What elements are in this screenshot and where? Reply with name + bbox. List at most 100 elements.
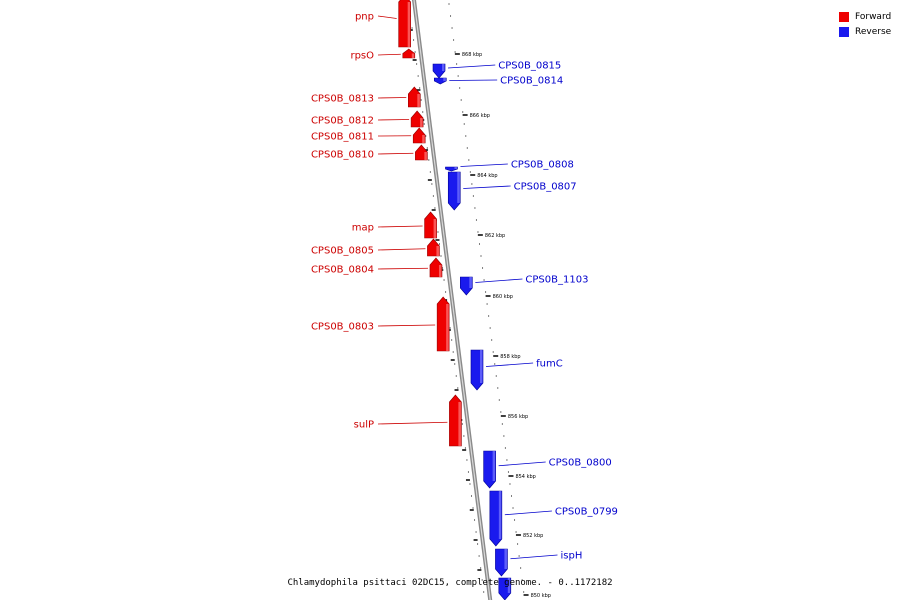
forward-gene[interactable]	[410, 110, 424, 128]
gene-label[interactable]: CPS0B_0808	[511, 160, 574, 171]
label-leader	[504, 510, 552, 516]
gene-label[interactable]: CPS0B_0815	[498, 61, 561, 72]
forward-gene[interactable]	[408, 86, 421, 108]
reverse-gene[interactable]	[495, 548, 508, 577]
gene-label[interactable]: CPS0B_0800	[549, 458, 612, 469]
kbp-label: 852 kbp	[523, 533, 543, 539]
forward-gene[interactable]	[415, 144, 428, 161]
kbp-label: 868 kbp	[462, 52, 482, 58]
label-leader	[498, 461, 546, 467]
kbp-label: 862 kbp	[485, 233, 505, 239]
forward-gene[interactable]	[429, 257, 443, 278]
kbp-label: 860 kbp	[493, 294, 513, 300]
reverse-gene[interactable]	[483, 450, 496, 489]
gene-shading	[411, 53, 415, 58]
gene-label[interactable]: ispH	[560, 551, 582, 562]
label-leader	[377, 152, 414, 155]
legend-forward: Forward	[839, 9, 891, 24]
gene-label[interactable]: CPS0B_0813	[311, 94, 374, 105]
reverse-gene[interactable]	[433, 77, 447, 85]
reverse-gene[interactable]	[498, 577, 512, 600]
gene-shading	[492, 451, 496, 481]
gene-label[interactable]: CPS0B_0804	[311, 265, 374, 276]
gene-shading	[479, 350, 483, 383]
gene-label[interactable]: CPS0B_0805	[311, 246, 374, 257]
label-leader	[475, 278, 523, 283]
reverse-gene[interactable]	[470, 349, 484, 391]
gene-shading	[436, 246, 439, 256]
reverse-gene[interactable]	[432, 63, 446, 79]
forward-gene[interactable]	[412, 127, 426, 144]
gene-label[interactable]: map	[352, 223, 374, 234]
label-leader	[377, 15, 397, 19]
label-leader	[460, 163, 508, 167]
label-leader	[377, 119, 410, 121]
gene-shading	[424, 152, 427, 160]
gene-shading	[446, 304, 449, 351]
gene-shading	[422, 135, 425, 143]
label-leader	[463, 185, 511, 189]
reverse-gene[interactable]	[447, 171, 461, 211]
gene-features	[398, 0, 512, 600]
genome-caption: Chlamydophila psittaci 02DC15, complete …	[287, 578, 613, 588]
forward-gene[interactable]	[398, 0, 411, 48]
kbp-label: 856 kbp	[508, 414, 528, 420]
legend: Forward Reverse	[839, 9, 891, 39]
legend-forward-label: Forward	[855, 11, 892, 22]
kbp-label: 866 kbp	[470, 113, 490, 119]
label-leader	[377, 421, 448, 425]
gene-label[interactable]: sulP	[354, 420, 374, 431]
gene-label[interactable]: CPS0B_0810	[311, 150, 374, 161]
label-leader	[377, 53, 401, 56]
kbp-label: 854 kbp	[515, 474, 535, 480]
forward-swatch	[839, 11, 849, 22]
gene-shading	[420, 118, 423, 127]
reverse-gene[interactable]	[445, 166, 458, 172]
gene-shading	[507, 578, 511, 593]
gene-shading	[407, 2, 411, 47]
gene-shading	[457, 172, 460, 203]
gene-shading	[498, 491, 502, 539]
gene-labels: pnp rpsO CPS0B_0813 CPS0B_0812 CPS0B_0811 CPS…	[311, 12, 618, 562]
forward-gene[interactable]	[424, 211, 437, 239]
legend-reverse: Reverse	[839, 24, 891, 39]
forward-gene[interactable]	[436, 296, 450, 352]
gene-shading	[433, 219, 437, 238]
gene-label[interactable]: CPS0B_0799	[555, 507, 618, 518]
label-leader	[485, 362, 534, 367]
label-leader	[377, 267, 428, 270]
label-leader	[377, 248, 426, 251]
kbp-label: 858 kbp	[500, 354, 520, 360]
kbp-label: 864 kbp	[477, 173, 497, 179]
gene-shading	[458, 402, 461, 446]
gene-shading	[417, 94, 420, 107]
gene-label[interactable]: CPS0B_0803	[311, 322, 374, 333]
label-leader	[377, 225, 423, 228]
gene-label[interactable]: CPS0B_0814	[500, 76, 563, 87]
legend-reverse-label: Reverse	[855, 26, 892, 37]
kbp-label: 850 kbp	[531, 593, 551, 599]
genome-axis	[411, 0, 493, 600]
gene-label[interactable]: CPS0B_0811	[311, 132, 374, 143]
reverse-gene[interactable]	[489, 490, 503, 547]
axis-line-highlight	[413, 0, 491, 600]
gene-label[interactable]: CPS0B_0812	[311, 116, 374, 127]
gene-label[interactable]: pnp	[355, 12, 374, 23]
label-leader	[377, 97, 407, 99]
gene-label[interactable]: CPS0B_0807	[514, 182, 577, 193]
label-leader	[449, 79, 498, 81]
forward-gene[interactable]	[449, 394, 462, 447]
gene-label[interactable]: rpsO	[350, 51, 374, 62]
gene-shading	[454, 167, 457, 169]
gene-label[interactable]: CPS0B_1103	[525, 275, 588, 286]
gene-shading	[442, 64, 445, 71]
label-leader	[447, 64, 496, 69]
gene-shading	[438, 265, 442, 277]
gene-label[interactable]: fumC	[536, 359, 563, 370]
reverse-gene[interactable]	[460, 276, 473, 296]
forward-gene[interactable]	[402, 48, 416, 59]
gene-shading	[469, 277, 472, 288]
forward-gene[interactable]	[427, 238, 440, 257]
gene-shading	[443, 78, 446, 81]
